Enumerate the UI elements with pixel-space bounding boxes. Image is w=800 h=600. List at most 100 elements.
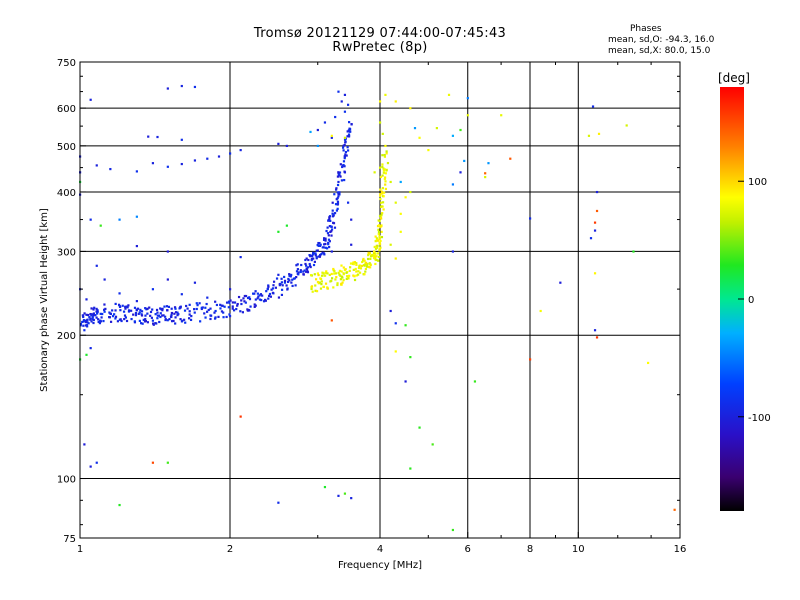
data-point [357, 270, 360, 273]
data-point [233, 301, 237, 304]
data-point [330, 136, 333, 139]
data-point [198, 302, 201, 305]
data-point [200, 307, 203, 311]
data-point [451, 134, 455, 137]
data-point [363, 259, 366, 262]
data-point [302, 270, 305, 273]
data-point [83, 312, 86, 315]
data-point [206, 157, 209, 160]
data-point [162, 314, 165, 317]
data-point [144, 314, 147, 317]
colorbar-tick-label: 0 [748, 295, 754, 306]
data-point [114, 317, 117, 320]
data-point [243, 294, 246, 298]
data-point [144, 319, 147, 323]
data-point [314, 278, 318, 281]
data-point [140, 313, 143, 316]
data-point [118, 503, 121, 507]
data-point [375, 255, 378, 258]
data-point [343, 110, 347, 113]
data-point [377, 228, 380, 231]
data-point [95, 316, 98, 319]
data-point [378, 214, 382, 218]
data-point [336, 282, 339, 285]
colorbar-tick-label: -100 [748, 413, 771, 424]
data-point [229, 152, 232, 155]
data-point [158, 320, 161, 324]
data-point [593, 272, 597, 275]
data-point [342, 266, 345, 269]
data-point [288, 279, 291, 282]
data-point [174, 322, 177, 325]
data-point [124, 307, 127, 310]
data-point [135, 215, 138, 218]
data-point [316, 280, 320, 284]
data-point [346, 146, 349, 149]
data-point [625, 124, 628, 127]
data-point [111, 309, 114, 312]
data-point [289, 275, 292, 278]
data-point [311, 253, 315, 256]
data-point [344, 150, 348, 154]
data-point [296, 268, 299, 271]
data-point [277, 501, 280, 504]
data-point [459, 128, 462, 132]
data-point [356, 273, 360, 276]
data-point [92, 321, 95, 325]
data-point [89, 98, 92, 101]
data-point [285, 224, 288, 227]
data-point [262, 300, 266, 303]
data-point [341, 146, 345, 149]
data-point [264, 298, 267, 302]
data-point [127, 304, 130, 307]
data-point [336, 175, 340, 178]
data-point [181, 319, 184, 322]
data-point [180, 84, 183, 88]
data-point [248, 296, 251, 299]
data-point [114, 302, 117, 306]
data-point [149, 310, 153, 314]
data-point [188, 310, 191, 313]
data-point [342, 279, 345, 282]
data-point [340, 282, 343, 285]
data-point [384, 187, 388, 191]
data-point [309, 255, 312, 258]
data-point [327, 243, 330, 246]
data-point [593, 329, 597, 332]
data-point [371, 253, 374, 257]
data-point [379, 193, 382, 196]
data-point [196, 304, 199, 307]
data-point [335, 209, 339, 212]
data-point [205, 302, 208, 306]
data-point [103, 303, 106, 306]
data-point [394, 201, 397, 204]
data-point [305, 267, 308, 270]
data-point [193, 308, 196, 311]
data-point [163, 305, 166, 308]
data-point [267, 284, 270, 287]
data-point [170, 313, 173, 317]
data-point [381, 192, 384, 195]
data-point [409, 356, 412, 359]
data-point [352, 268, 355, 271]
data-point [287, 277, 290, 281]
data-point [316, 128, 319, 132]
data-point [384, 172, 387, 175]
data-point [118, 218, 121, 221]
data-point [595, 336, 599, 339]
data-point [348, 128, 351, 132]
data-point [90, 307, 93, 310]
data-point [376, 246, 379, 249]
data-point [344, 268, 347, 271]
data-point [306, 269, 309, 272]
data-point [102, 319, 105, 323]
data-point [324, 274, 327, 277]
data-point [320, 274, 324, 277]
data-point [345, 271, 348, 274]
data-point [409, 467, 412, 470]
data-point [352, 263, 355, 266]
data-point [140, 314, 144, 317]
data-point [347, 276, 350, 280]
data-point [341, 165, 344, 169]
data-point [316, 144, 319, 148]
